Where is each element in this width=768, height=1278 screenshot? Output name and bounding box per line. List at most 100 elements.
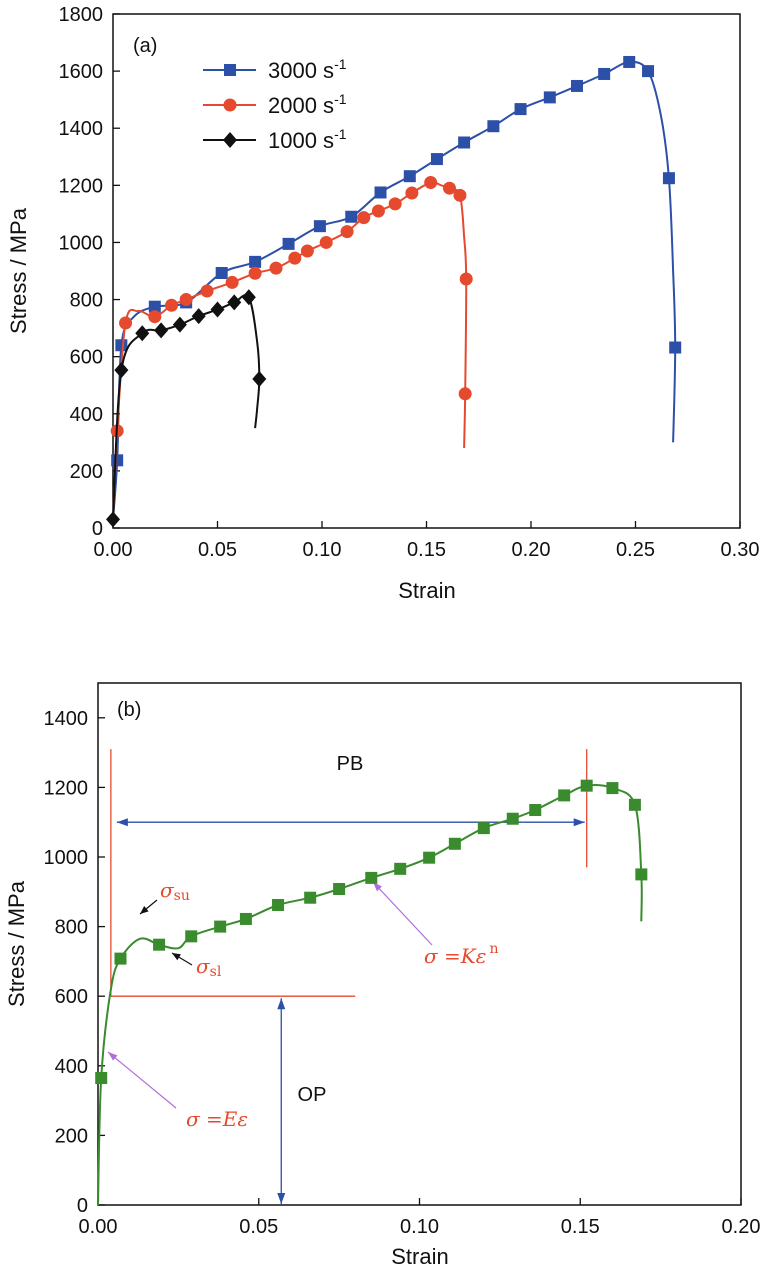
chart-b-y-tick-label: 1400 (44, 708, 89, 730)
chart-a-series-1-point (357, 211, 371, 225)
chart-a-series-1-point (340, 225, 354, 239)
chart-a-series-0-point (669, 341, 682, 354)
chart-a-xlabel: Strain (398, 578, 455, 603)
chart-b-x-tick-label: 0.05 (239, 1216, 278, 1238)
chart-a-series-1-point (424, 175, 438, 189)
chart-a-series-2-point (154, 322, 169, 339)
chart-a-series-1-point (248, 266, 262, 280)
chart-a-y-tick-label: 1000 (59, 232, 104, 254)
chart-a-series-0-point (543, 91, 556, 104)
chart-b-series-0-point (448, 837, 461, 850)
legend-marker (223, 98, 237, 112)
chart-b-series-0-point (304, 891, 317, 904)
sigma-sl-label: σsl (196, 954, 222, 980)
sigma-sl-pointer-head (172, 953, 181, 961)
chart-a-series-0-point (215, 266, 228, 279)
chart-b-xlabel: Strain (391, 1244, 448, 1269)
chart-a-x-tick-label: 0.20 (512, 539, 551, 561)
chart-a-x-tick-label: 0.15 (407, 539, 446, 561)
chart-b-x-tick-label: 0.00 (79, 1216, 118, 1238)
chart-b-y-tick-label: 800 (55, 917, 88, 939)
chart-a-series-1-point (269, 261, 283, 275)
chart-a-y-tick-label: 1600 (59, 61, 104, 83)
chart-b-x-tick-label: 0.15 (561, 1216, 600, 1238)
chart-a-series-1-point (165, 298, 179, 312)
chart-b-series-0-point (529, 804, 542, 817)
chart-a-series-0-point (249, 255, 262, 268)
chart-b-panel-label: (b) (117, 699, 141, 721)
chart-a-series-0-point (642, 65, 655, 78)
chart-b-x-tick-label: 0.20 (722, 1216, 761, 1238)
chart-a-series-1-point (200, 284, 214, 298)
chart-b-y-tick-label: 200 (55, 1125, 88, 1147)
chart-b-series-0-point (272, 899, 285, 912)
chart-b-ylabel: Stress / MPa (4, 880, 29, 1007)
chart-a-series-0-point (403, 170, 416, 183)
chart-b: 0.00 0.05 0.10 0.15 0.20 0 200 400 600 800 1000 120… (4, 682, 761, 1269)
chart-a-series-0-point (458, 136, 471, 149)
linear-elastic-pointer (107, 1051, 177, 1109)
chart-a-series-1-point (371, 204, 385, 218)
chart-b-series-0-point (628, 798, 641, 811)
chart-a-series-1-point (288, 251, 302, 265)
chart-b-series-0-point (333, 883, 346, 896)
chart-a-series-1-point (458, 387, 472, 401)
chart-a-series-0-point (430, 153, 443, 166)
chart-a-legend: 3000 s-1 2000 s-1 1000 s-1 (203, 56, 347, 153)
chart-b-series-0-point (239, 912, 252, 925)
chart-a-y-tick-label: 200 (70, 461, 103, 483)
sigma-su-pointer-head (140, 906, 149, 914)
linear-elastic-label: σ =Eε (186, 1107, 248, 1131)
chart-b-series-0-point (606, 782, 619, 795)
chart-a-series-2-point (252, 370, 267, 387)
chart-a-y-tick-label: 600 (70, 347, 103, 369)
chart-a-series-line-1 (112, 181, 468, 520)
chart-b-y-tick-label: 0 (77, 1195, 88, 1217)
chart-b-y-tick-label: 600 (55, 986, 88, 1008)
chart-a-series-1-point (225, 275, 239, 289)
chart-b-series-0-point (580, 779, 593, 792)
power-law-pointer-head (373, 882, 382, 892)
chart-a-series-0-point (345, 210, 358, 223)
chart-a-series-2-point (114, 362, 129, 379)
chart-b-series-0-point (423, 851, 436, 864)
chart-a-frame (112, 13, 741, 529)
op-label: OP (298, 1084, 327, 1106)
chart-b-series-0-point (185, 930, 198, 943)
chart-a-series-0-point (623, 55, 636, 68)
chart-a-panel-label: (a) (133, 35, 157, 57)
chart-b-series-0-point (506, 812, 519, 825)
legend-entry: 3000 s-1 (268, 56, 347, 83)
chart-a-series-1-point (300, 244, 314, 258)
legend-marker (223, 132, 237, 148)
chart-b-series-0-point (95, 1071, 108, 1084)
chart-a-series-0-point (111, 454, 124, 467)
chart-b-series-0-point (635, 868, 648, 881)
chart-a-x-tick-label: 0.10 (303, 539, 342, 561)
chart-a-series-0-point (148, 300, 161, 313)
chart-a-series-1-point (442, 181, 456, 195)
chart-a-series-1-point (319, 235, 333, 249)
chart-a-series-2-point (172, 316, 187, 333)
chart-a-series-0-point (662, 172, 675, 185)
chart-a-x-tick-label: 0.05 (198, 539, 237, 561)
chart-a-y-tick-label: 1800 (59, 4, 104, 26)
chart-a-x-tick-label: 0.30 (721, 539, 760, 561)
chart-a-series-0-point (570, 79, 583, 92)
chart-b-series-0-point (214, 920, 227, 933)
chart-a: 0.00 0.05 0.10 0.15 0.20 0.25 0.30 0 200 400 600 80… (6, 4, 759, 603)
sigma-su-label: σsu (160, 878, 190, 904)
chart-a-series-0-point (598, 67, 611, 80)
legend-entry: 1000 s-1 (268, 126, 347, 153)
chart-a-series-line-0 (112, 60, 677, 520)
chart-a-series-1-point (388, 197, 402, 211)
chart-b-x-tick-label: 0.10 (400, 1216, 439, 1238)
op-arrow-head-bottom (277, 1193, 286, 1204)
chart-a-series-1-point (179, 293, 193, 307)
chart-a-y-tick-label: 1200 (59, 175, 104, 197)
chart-a-ylabel: Stress / MPa (6, 207, 31, 334)
power-law-label: σ =Kε n (424, 941, 499, 968)
chart-b-series-0-point (558, 789, 571, 802)
chart-a-series-1-point (148, 310, 162, 324)
